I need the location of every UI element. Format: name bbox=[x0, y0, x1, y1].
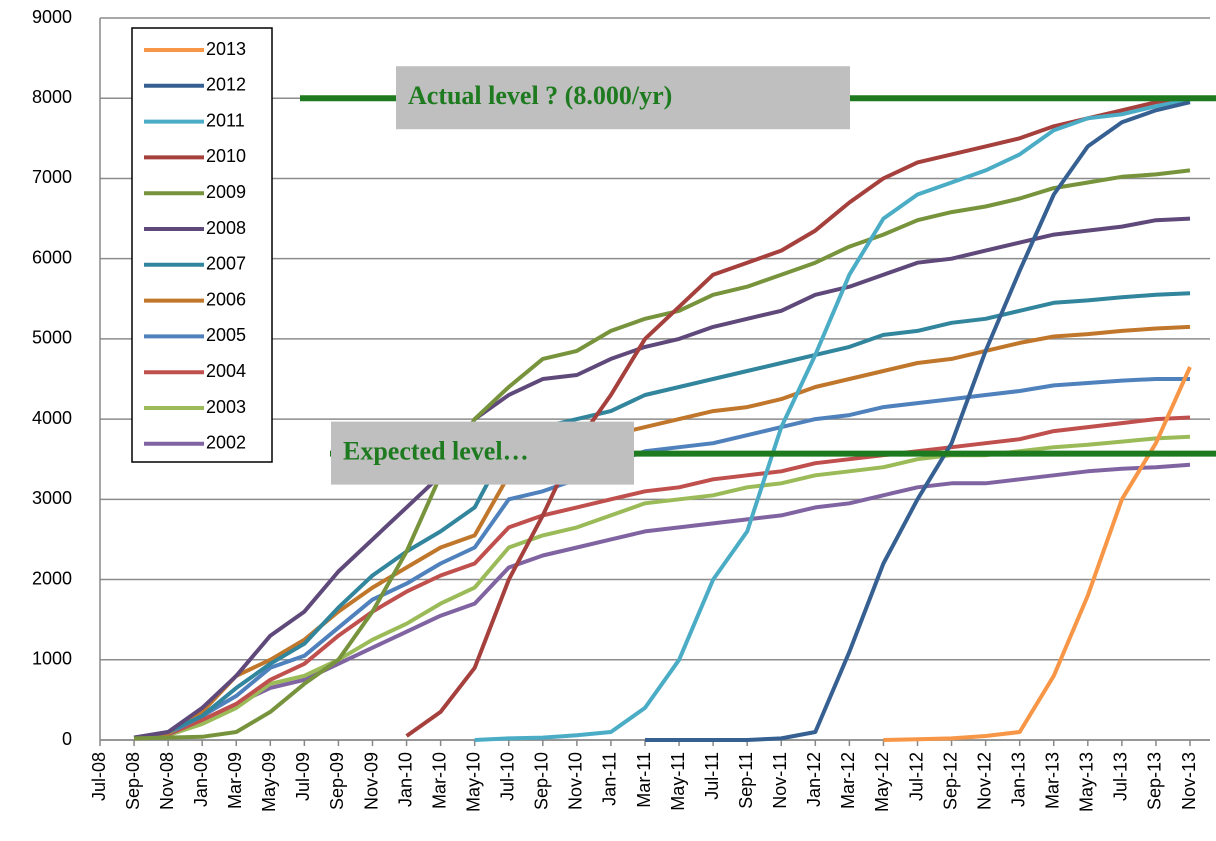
series-line bbox=[133, 462, 1191, 741]
x-tick-label: Jul-09 bbox=[293, 752, 313, 801]
legend-label: 2008 bbox=[206, 218, 246, 238]
x-tick-label: Jul-11 bbox=[702, 752, 722, 800]
series-line bbox=[645, 100, 1191, 742]
x-tick-label: Jan-13 bbox=[1008, 752, 1028, 807]
y-tick-label: 0 bbox=[62, 729, 72, 749]
annotation-box bbox=[331, 421, 634, 485]
legend-label: 2002 bbox=[206, 433, 246, 453]
series-line bbox=[883, 366, 1192, 742]
series-line bbox=[133, 216, 1191, 740]
x-tick-label: Mar-11 bbox=[634, 752, 654, 808]
x-tick-label: Sep-08 bbox=[123, 752, 143, 810]
x-tick-label: Jan-11 bbox=[600, 752, 620, 806]
legend-label: 2004 bbox=[206, 361, 246, 381]
annotation-text: Expected level… bbox=[343, 437, 529, 466]
series-line bbox=[474, 97, 1191, 742]
y-tick-label: 6000 bbox=[32, 247, 72, 267]
legend-label: 2009 bbox=[206, 182, 246, 202]
legend-label: 2013 bbox=[206, 39, 246, 59]
y-tick-label: 7000 bbox=[32, 167, 72, 187]
series-line bbox=[133, 377, 1190, 740]
x-tick-label: Jul-10 bbox=[498, 752, 518, 801]
x-tick-label: Nov-08 bbox=[157, 752, 177, 810]
x-tick-label: Sep-11 bbox=[736, 752, 756, 809]
x-tick-label: Jul-08 bbox=[89, 752, 109, 801]
legend-label: 2012 bbox=[206, 75, 246, 95]
y-tick-label: 8000 bbox=[32, 87, 72, 107]
x-tick-label: Jul-13 bbox=[1111, 752, 1131, 801]
y-tick-label: 4000 bbox=[32, 408, 72, 428]
x-tick-label: Nov-11 bbox=[770, 752, 790, 809]
x-tick-label: May-13 bbox=[1077, 752, 1097, 812]
legend-label: 2010 bbox=[206, 146, 246, 166]
x-tick-label: Jan-09 bbox=[191, 752, 211, 807]
series-line bbox=[133, 415, 1191, 741]
x-tick-label: Jul-12 bbox=[906, 752, 926, 801]
annotation-box bbox=[396, 66, 850, 130]
legend-label: 2007 bbox=[206, 254, 246, 274]
legend-label: 2011 bbox=[206, 110, 245, 130]
x-tick-label: May-09 bbox=[259, 752, 279, 812]
y-tick-label: 2000 bbox=[32, 568, 72, 588]
x-tick-label: Sep-12 bbox=[940, 752, 960, 810]
x-tick-label: Nov-10 bbox=[566, 752, 586, 810]
y-tick-label: 9000 bbox=[32, 7, 72, 27]
x-tick-label: Jan-12 bbox=[804, 752, 824, 807]
x-tick-label: Mar-10 bbox=[429, 752, 449, 809]
x-tick-label: Mar-12 bbox=[838, 752, 858, 809]
y-tick-label: 3000 bbox=[32, 488, 72, 508]
x-tick-label: May-10 bbox=[463, 752, 483, 812]
x-tick-label: Sep-10 bbox=[532, 752, 552, 810]
legend-label: 2006 bbox=[206, 289, 246, 309]
x-tick-label: Nov-09 bbox=[361, 752, 381, 810]
y-tick-label: 5000 bbox=[32, 328, 72, 348]
legend-label: 2003 bbox=[206, 397, 246, 417]
y-tick-label: 1000 bbox=[32, 649, 72, 669]
x-tick-label: Nov-12 bbox=[974, 752, 994, 810]
x-tick-label: Nov-13 bbox=[1179, 752, 1199, 810]
series-line bbox=[405, 96, 1191, 738]
legend-label: 2005 bbox=[206, 325, 246, 345]
series-line bbox=[133, 291, 1191, 740]
legend-box bbox=[131, 27, 273, 463]
x-tick-label: Jan-10 bbox=[395, 752, 415, 807]
x-tick-label: May-11 bbox=[668, 752, 688, 811]
series-line bbox=[134, 168, 1191, 741]
x-tick-label: Sep-09 bbox=[327, 752, 347, 810]
x-tick-label: Sep-13 bbox=[1145, 752, 1165, 810]
annotation-text: Actual level ? (8.000/yr) bbox=[408, 81, 672, 110]
x-tick-label: Mar-13 bbox=[1043, 752, 1063, 809]
x-tick-label: Mar-09 bbox=[225, 752, 245, 809]
x-tick-label: May-12 bbox=[872, 752, 892, 812]
